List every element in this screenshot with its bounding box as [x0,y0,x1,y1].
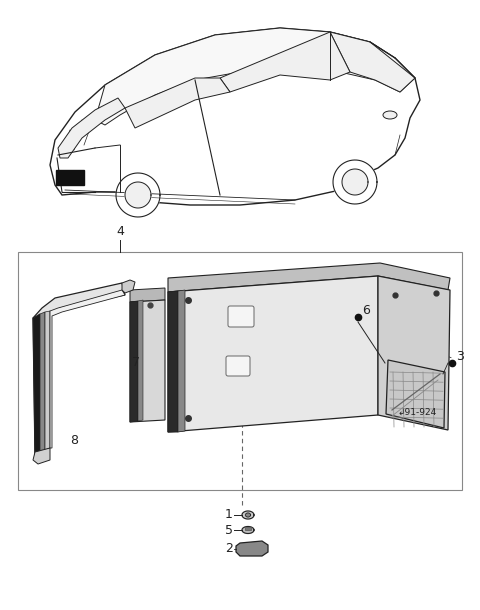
Polygon shape [33,314,40,458]
Polygon shape [333,160,377,204]
Bar [18,252,462,490]
Bar [56,170,84,185]
Polygon shape [125,182,151,208]
Polygon shape [242,511,254,519]
Polygon shape [138,300,143,421]
Text: 7: 7 [132,356,140,368]
Polygon shape [33,448,50,464]
Polygon shape [130,301,138,422]
Polygon shape [220,32,350,92]
Polygon shape [168,276,378,432]
Text: 6: 6 [362,304,370,317]
Polygon shape [125,78,230,128]
Polygon shape [122,280,135,293]
Ellipse shape [383,111,397,119]
Text: 2: 2 [225,542,233,556]
Polygon shape [342,169,368,195]
Polygon shape [245,527,251,530]
Text: 1: 1 [225,509,233,522]
Polygon shape [242,526,254,534]
Text: 3: 3 [456,350,464,362]
Polygon shape [245,513,251,517]
Polygon shape [95,28,415,125]
Polygon shape [178,290,185,432]
Polygon shape [330,32,415,92]
Polygon shape [168,291,178,432]
FancyBboxPatch shape [226,356,250,376]
Polygon shape [45,311,50,450]
Text: 5: 5 [225,523,233,537]
Polygon shape [50,28,420,205]
Polygon shape [58,98,125,158]
Polygon shape [33,283,125,458]
Polygon shape [40,312,45,452]
Text: ↲91-924: ↲91-924 [398,407,437,417]
Text: 8: 8 [70,434,78,447]
Polygon shape [50,290,125,448]
Polygon shape [386,360,445,428]
Polygon shape [116,173,160,217]
Polygon shape [168,263,450,292]
FancyBboxPatch shape [228,306,254,327]
Polygon shape [130,288,165,302]
Text: 4: 4 [116,225,124,238]
Polygon shape [378,276,450,430]
Polygon shape [236,541,268,556]
Polygon shape [130,300,165,422]
